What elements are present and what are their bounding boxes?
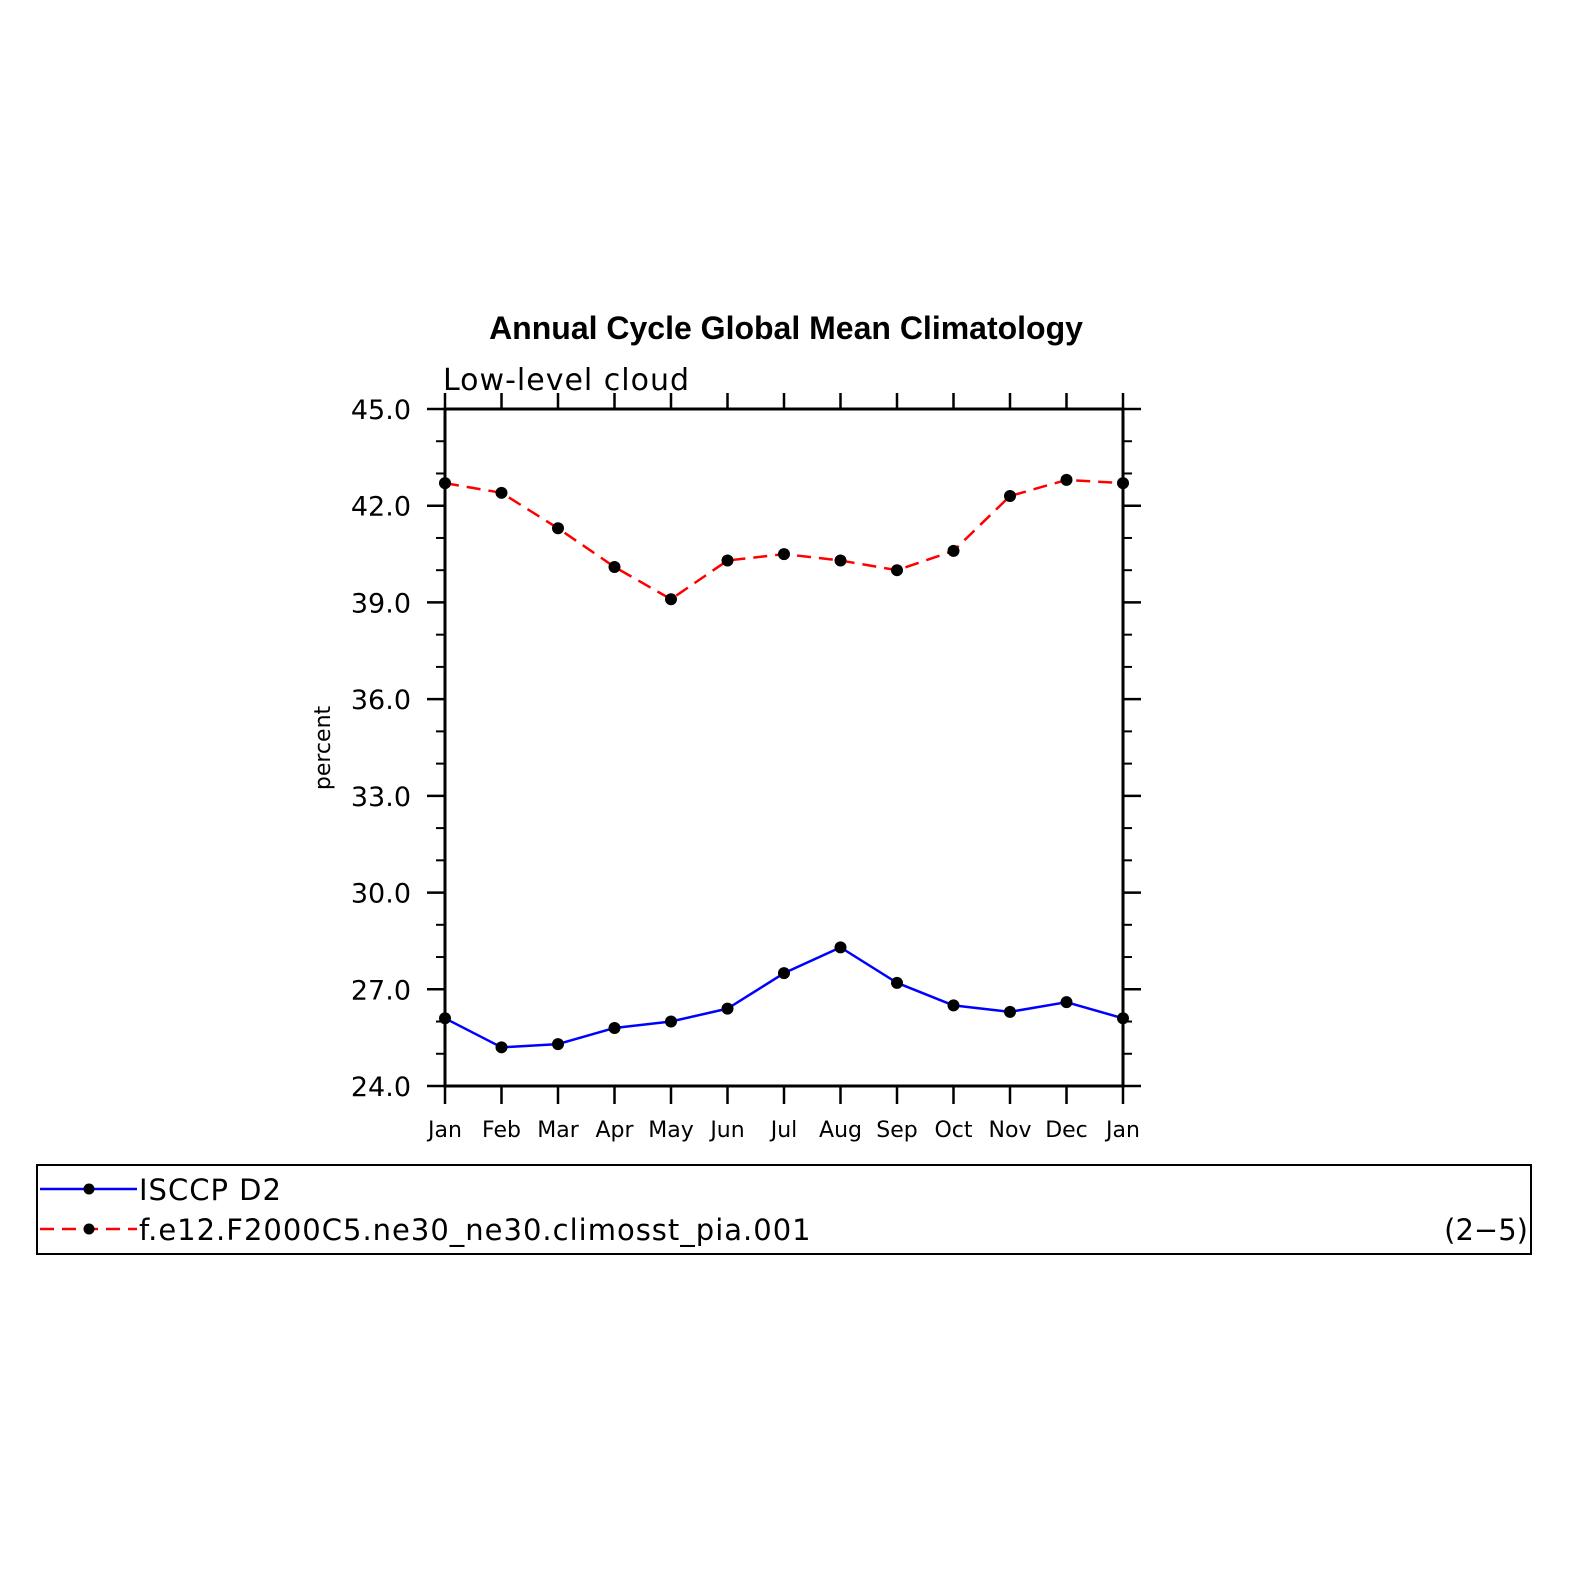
x-tick-label: Sep [876,1118,917,1143]
legend-box [36,1164,1532,1255]
legend-label-series-1: ISCCP D2 [139,1173,282,1207]
x-tick-labels: Jan Feb Mar Apr May Jun Jul Aug Sep Oct Nov Dec Jan [426,1118,1140,1143]
series-1-point [778,967,790,980]
series-2-point [608,560,621,573]
x-tick-label: Jan [426,1118,462,1143]
series-2-point [495,486,508,499]
y-tick-label: 30.0 [351,879,411,910]
chart-title: Annual Cycle Global Mean Climatology [489,310,1083,346]
series-2-point [834,554,847,567]
series-1-point [552,1038,564,1051]
x-tick-label: Feb [482,1118,521,1143]
legend-label-series-2: f.e12.F2000C5.ne30_ne30.climosst_pia.001 [139,1213,812,1247]
x-tick-label: May [648,1118,693,1143]
series-2-point [721,554,734,567]
series-2-point [552,522,564,535]
series-1-point [891,976,903,989]
axis-ticks [427,393,1141,1104]
series-2-point [891,564,903,577]
series-1-point [1060,996,1073,1009]
series-1-point [665,1015,677,1028]
x-tick-label: Nov [989,1118,1032,1143]
x-tick-label: Aug [819,1118,862,1143]
legend-marker-series-1 [83,1183,95,1195]
series-2-point [665,593,677,606]
x-tick-label: Mar [537,1118,579,1143]
series-line-2 [444,478,1124,601]
y-tick-label: 45.0 [351,395,411,426]
y-tick-label: 39.0 [351,588,411,619]
series-2-point [1060,473,1073,486]
series-2-point [1004,490,1016,503]
x-tick-label: Apr [595,1118,634,1143]
series-2-point [947,544,960,557]
series-1-point [834,941,847,954]
y-axis-label: percent [311,705,336,790]
series-1-point [495,1041,508,1054]
series-1-point [947,999,960,1012]
series-layer [439,473,1129,1054]
x-tick-label: Jul [769,1118,798,1143]
series-line-1 [444,946,1124,1049]
x-tick-label: Oct [934,1118,972,1143]
y-tick-label: 24.0 [351,1072,411,1103]
y-tick-label: 33.0 [351,782,411,813]
series-2-point [778,548,790,561]
x-tick-label: Jun [708,1118,744,1143]
legend: ISCCP D2 f.e12.F2000C5.ne30_ne30.climoss… [36,1164,1532,1255]
series-1-point [721,1002,734,1015]
chart-subtitle: Low-level cloud [443,363,690,398]
x-tick-label: Jan [1104,1118,1140,1143]
y-tick-label: 42.0 [351,492,411,523]
series-1-point [608,1021,621,1034]
plot-frame [443,407,1125,1088]
y-tick-label: 27.0 [351,975,411,1006]
y-tick-label: 36.0 [351,685,411,716]
panel-label: (2−5) [1444,1213,1528,1247]
y-tick-labels: 24.0 27.0 30.0 33.0 36.0 39.0 42.0 45.0 [351,395,411,1103]
legend-marker-series-2 [83,1223,95,1235]
x-tick-label: Dec [1045,1118,1088,1143]
series-1-point [1004,1005,1016,1018]
